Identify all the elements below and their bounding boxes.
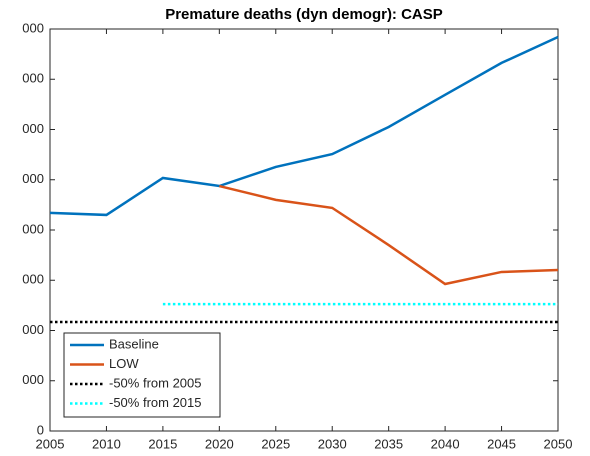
legend-label: -50% from 2015 bbox=[109, 395, 202, 410]
legend-label: -50% from 2005 bbox=[109, 375, 202, 390]
x-tick-label: 2030 bbox=[318, 436, 347, 451]
y-tick-label: 000 bbox=[22, 372, 44, 387]
chart-title: Premature deaths (dyn demogr): CASP bbox=[165, 6, 443, 23]
x-tick-label: 2005 bbox=[36, 436, 65, 451]
y-tick-label: 000 bbox=[22, 71, 44, 86]
legend-label: LOW bbox=[109, 356, 139, 371]
y-tick-label: 000 bbox=[22, 322, 44, 337]
y-tick-label: 000 bbox=[22, 171, 44, 186]
y-tick-label: 000 bbox=[22, 221, 44, 236]
legend-label: Baseline bbox=[109, 336, 159, 351]
y-tick-label: 0 bbox=[37, 422, 44, 437]
x-tick-label: 2040 bbox=[431, 436, 460, 451]
x-tick-label: 2010 bbox=[92, 436, 121, 451]
y-tick-label: 000 bbox=[22, 121, 44, 136]
series-line bbox=[49, 35, 559, 217]
x-tick-label: 2025 bbox=[261, 436, 290, 451]
y-tick-label: 000 bbox=[22, 272, 44, 287]
series-line bbox=[219, 184, 559, 286]
x-tick-label: 2045 bbox=[487, 436, 516, 451]
x-tick-label: 2020 bbox=[205, 436, 234, 451]
y-tick-label: 000 bbox=[22, 20, 44, 35]
x-tick-label: 2050 bbox=[544, 436, 573, 451]
x-tick-label: 2035 bbox=[374, 436, 403, 451]
x-tick-label: 2015 bbox=[148, 436, 177, 451]
